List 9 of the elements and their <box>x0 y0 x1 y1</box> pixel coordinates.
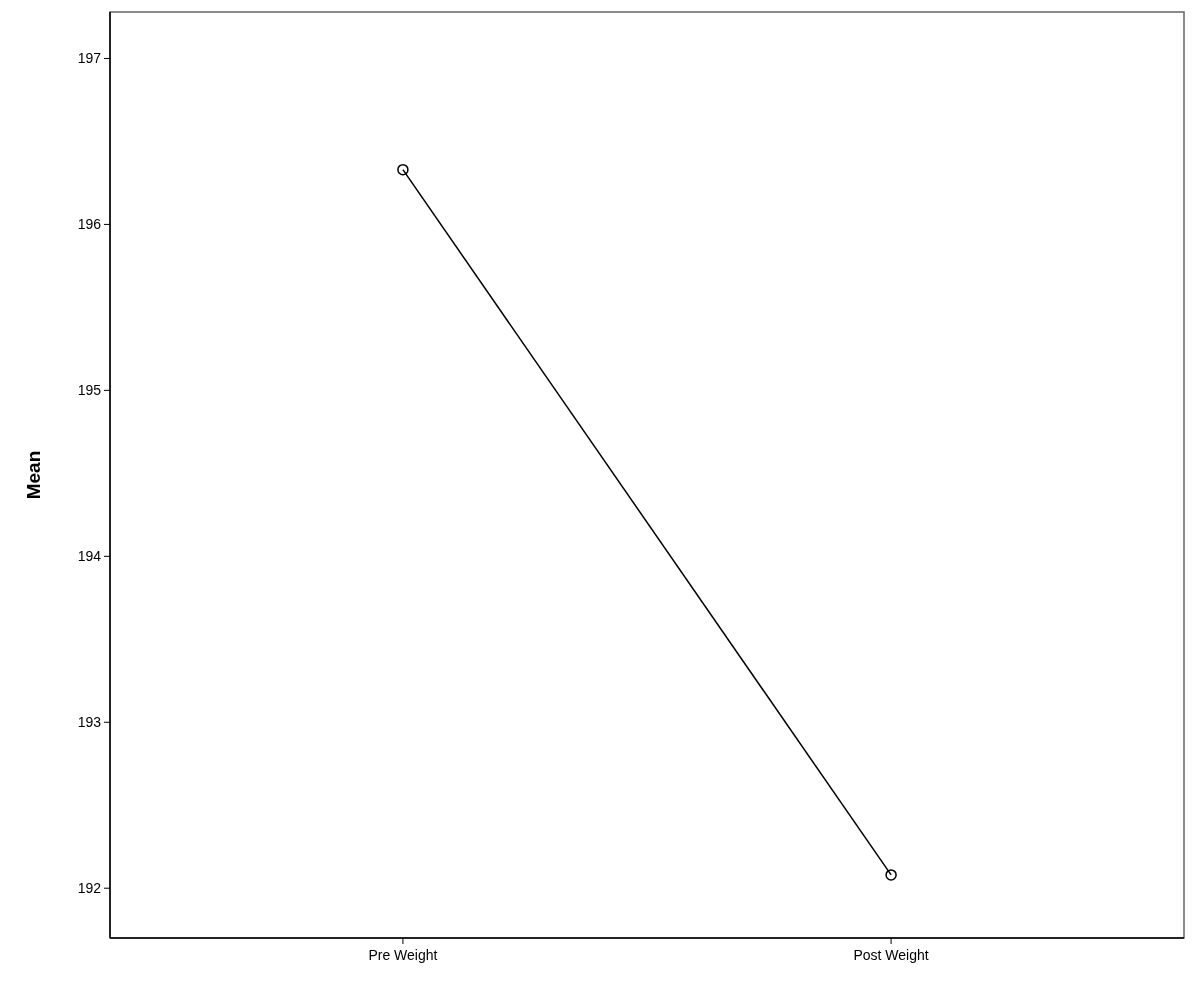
x-tick-label: Pre Weight <box>368 947 438 963</box>
y-tick-label: 192 <box>77 880 102 897</box>
y-tick-label: 195 <box>77 382 102 399</box>
y-tick-label: 197 <box>77 50 102 67</box>
y-tick-label: 196 <box>77 216 102 233</box>
y-tick-label: 193 <box>77 714 102 731</box>
y-tick-label: 194 <box>77 548 102 565</box>
x-tick-label: Post Weight <box>853 947 929 963</box>
y-axis-title: Mean <box>23 450 44 500</box>
